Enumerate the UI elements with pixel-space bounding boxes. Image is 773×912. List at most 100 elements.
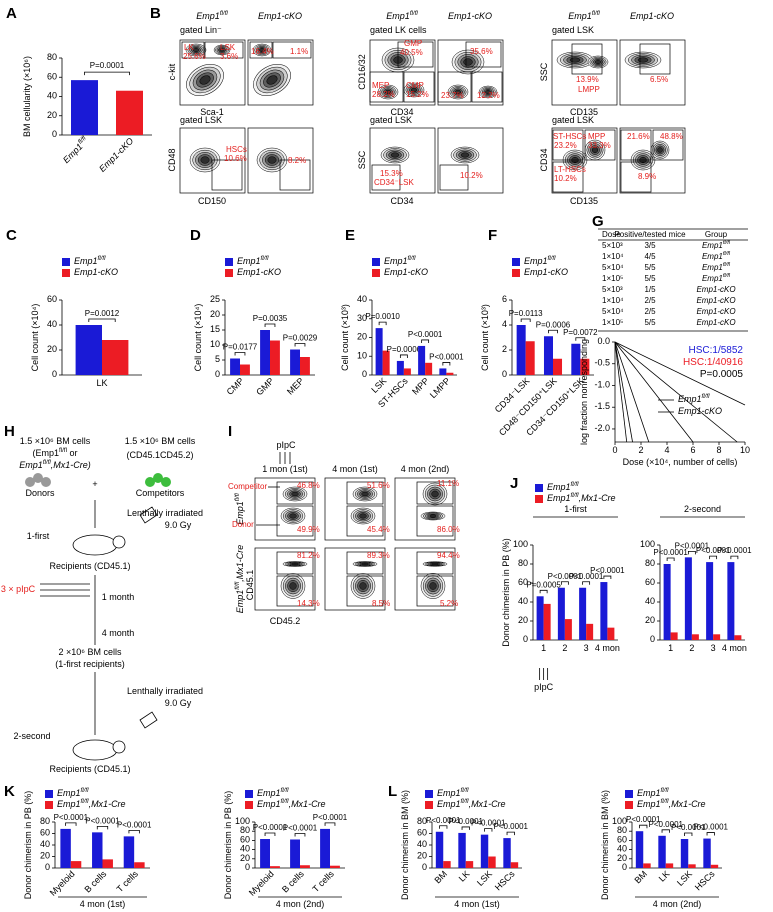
p-bracket bbox=[461, 826, 470, 830]
y-tick-label: 20 bbox=[417, 851, 427, 861]
y-tick-label: 0.0 bbox=[597, 336, 610, 346]
gate bbox=[471, 71, 503, 103]
gate-label: gated LSK bbox=[180, 115, 222, 125]
gate-percent: 15.2% bbox=[406, 90, 429, 99]
p-bracket bbox=[399, 354, 408, 358]
bar bbox=[553, 358, 563, 375]
contour bbox=[431, 490, 439, 498]
y-tick-label: 80 bbox=[645, 558, 655, 568]
contour bbox=[390, 152, 400, 158]
row-label: Emp1fl/fl bbox=[234, 493, 245, 525]
gate bbox=[346, 505, 384, 537]
table-cell: 1×10⁵ bbox=[602, 318, 623, 327]
bar bbox=[60, 828, 71, 868]
gate-percent: 33.3% bbox=[588, 141, 611, 150]
contour bbox=[454, 89, 462, 95]
p-bracket bbox=[582, 581, 591, 585]
gate bbox=[552, 161, 584, 193]
axis-label: CD135 bbox=[570, 196, 598, 206]
legend-swatch bbox=[62, 258, 70, 266]
bar bbox=[443, 861, 451, 868]
legend-label: Emp1fl/fl bbox=[678, 393, 710, 404]
y-tick-label: 80 bbox=[518, 558, 528, 568]
schematic-text: Competitors bbox=[136, 488, 185, 498]
bar bbox=[635, 831, 644, 868]
axis-label: CD150 bbox=[198, 196, 226, 206]
table-cell: 5×10³ bbox=[602, 241, 623, 250]
bar bbox=[663, 564, 671, 640]
y-axis-label: log fraction nonresponding bbox=[579, 339, 589, 445]
panel-letter: H bbox=[4, 423, 15, 440]
plot-frame bbox=[437, 127, 504, 194]
gate-percent: 8.5% bbox=[372, 599, 390, 608]
table-cell: 5×10⁴ bbox=[602, 307, 624, 316]
gate bbox=[181, 41, 205, 59]
bar bbox=[706, 562, 714, 640]
bar bbox=[396, 360, 404, 375]
bar bbox=[300, 357, 310, 375]
bar bbox=[691, 634, 699, 640]
gate-label: Competitor bbox=[228, 482, 267, 491]
schematic-text: 9.0 Gy bbox=[165, 698, 192, 708]
p-value: P<0.0001 bbox=[590, 566, 625, 575]
p-bracket bbox=[421, 339, 430, 343]
column-header: 1 mon (1st) bbox=[262, 464, 308, 474]
gate-percent: LT-HSCs bbox=[554, 165, 586, 174]
bar bbox=[123, 836, 135, 868]
irradiator bbox=[139, 506, 158, 524]
bar bbox=[643, 863, 651, 868]
table-header: Group bbox=[705, 230, 728, 239]
gate bbox=[211, 159, 243, 191]
bar bbox=[75, 325, 102, 375]
schematic-text: Donors bbox=[25, 488, 55, 498]
bar bbox=[571, 343, 581, 375]
gate-percent: 49.9% bbox=[297, 525, 320, 534]
contour bbox=[291, 563, 299, 565]
legend-swatch bbox=[425, 790, 433, 798]
bar bbox=[665, 863, 674, 868]
x-tick-label: LK bbox=[657, 869, 672, 884]
gate bbox=[620, 161, 652, 193]
gate bbox=[571, 43, 603, 75]
x-tick-label: GMP bbox=[255, 376, 277, 398]
table-cell: Emp1fl/fl bbox=[702, 251, 731, 261]
bar bbox=[425, 362, 433, 375]
bar bbox=[703, 838, 711, 868]
p-value: P=0.0113 bbox=[509, 309, 543, 318]
gate-percent: 5.2% bbox=[440, 599, 458, 608]
y-tick-label: 80 bbox=[617, 826, 627, 836]
y-tick-label: 80 bbox=[417, 816, 427, 826]
mouse-head bbox=[112, 535, 126, 549]
bar bbox=[71, 80, 98, 135]
bar bbox=[503, 838, 511, 868]
schematic-text: 1.5 ×10⁶ BM cells bbox=[125, 436, 196, 446]
table-cell: Emp1-cKO bbox=[696, 307, 735, 316]
line bbox=[614, 341, 628, 443]
contour bbox=[429, 582, 437, 590]
contour bbox=[361, 563, 369, 565]
y-tick-label: 30 bbox=[357, 313, 367, 323]
contour bbox=[460, 152, 470, 158]
line bbox=[614, 341, 746, 406]
line bbox=[614, 341, 694, 443]
x-tick-label: LMPP bbox=[428, 376, 452, 400]
table-cell: 2/5 bbox=[644, 307, 656, 316]
p-value: P<0.0001 bbox=[408, 330, 443, 339]
schematic-text: Recipients (CD45.1) bbox=[49, 764, 130, 774]
column-header: Emp1fl/fl bbox=[568, 10, 600, 21]
y-tick-label: 5 bbox=[215, 354, 220, 364]
y-tick-label: 0 bbox=[245, 862, 250, 872]
gate bbox=[371, 164, 401, 191]
gate-percent: 8.2% bbox=[288, 156, 306, 165]
x-tick-label: 4 mon bbox=[722, 643, 747, 653]
x-tick-label: Emp1fl/fl bbox=[60, 135, 91, 166]
y-tick-label: 60 bbox=[645, 577, 655, 587]
p-bracket bbox=[661, 829, 670, 833]
y-axis-label: Cell count (×10⁴) bbox=[30, 304, 40, 372]
y-tick-label: 20 bbox=[210, 309, 220, 319]
contour bbox=[429, 514, 437, 518]
p-bracket bbox=[324, 822, 336, 826]
p-bracket bbox=[684, 832, 693, 837]
p-bracket bbox=[294, 833, 306, 837]
